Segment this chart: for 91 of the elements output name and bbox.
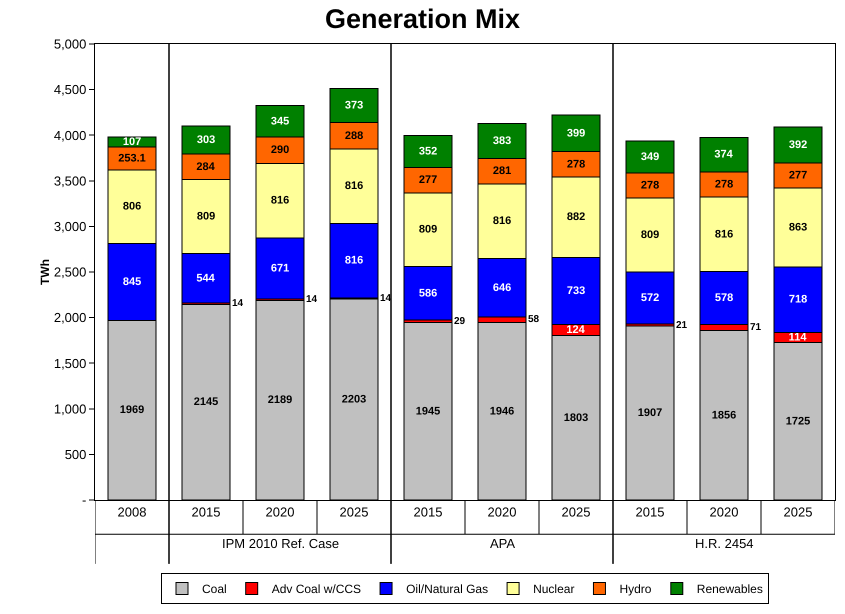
text: APA [490,536,516,551]
data-label: 277 [418,174,438,186]
legend-label: Adv Coal w/CCS [272,582,362,596]
x-tick-label: 2008 [118,504,146,520]
data-label: 349 [640,150,660,163]
data-label: 352 [418,145,438,158]
y-tick-label: 5,000 [54,36,86,52]
legend-label: Renewables [696,582,763,596]
data-label: 572 [640,292,660,304]
data-label: 14 [232,298,244,309]
data-label: 816 [270,194,290,207]
data-label: 718 [788,294,808,306]
data-label: 284 [196,160,216,173]
data-label: 1725 [786,415,810,428]
x-tick-label: 2015 [636,504,664,520]
y-tick-label: 2,500 [54,264,86,280]
data-label: 816 [492,215,512,228]
data-label: 1907 [638,407,662,420]
x-tick-label: 2020 [488,504,516,520]
data-label: 288 [344,130,364,142]
y-axis-title: TWh [38,259,52,285]
data-label: 114 [788,331,808,344]
data-label: 578 [714,292,734,304]
data-label: 2145 [194,396,218,408]
data-label: 303 [196,134,216,146]
y-tick-label: 4,500 [54,82,86,98]
data-label: 374 [714,148,734,161]
y-tick-label: 1,500 [54,356,86,371]
data-label: 290 [270,144,290,156]
x-tick-label: 2015 [192,504,220,520]
y-tick-label: 4,000 [54,128,86,143]
data-label: 2189 [268,394,292,406]
data-label: 58 [528,314,540,325]
x-tick-label: 2020 [710,504,738,520]
data-label: 14 [306,294,318,305]
y-tick-label: 1,000 [54,401,86,416]
legend-label: Oil/Natural Gas [406,582,488,596]
data-label: 29 [454,316,466,327]
data-label: 671 [270,262,290,274]
data-label: 373 [344,100,364,112]
data-label: 816 [714,228,734,240]
data-label: 544 [196,272,216,284]
data-label: 809 [418,224,438,236]
data-label: 882 [566,211,586,224]
y-tick-label: 3,500 [54,173,86,188]
data-label: 278 [714,178,734,190]
data-label: 383 [492,134,512,147]
y-tick-label: - [82,492,86,508]
data-label: 278 [566,158,586,170]
data-label: 586 [418,287,438,300]
data-label: 816 [344,254,364,267]
text: IPM 2010 Ref. Case [222,536,340,551]
data-label: 14 [380,293,392,304]
x-tick-label: 2025 [562,504,590,520]
data-label: 278 [640,180,660,192]
x-tick-label: 2020 [266,504,294,520]
data-label: 1856 [712,409,736,422]
data-label: 399 [566,127,586,140]
data-label: 1945 [416,405,440,418]
data-label: 816 [344,180,364,192]
data-label: 863 [788,221,808,234]
data-label: 21 [676,320,688,331]
legend-label: Nuclear [533,582,574,596]
data-label: 1969 [120,404,144,416]
data-label: 1946 [490,405,514,418]
legend-label: Coal [202,582,227,596]
data-label: 806 [122,200,142,213]
data-label: 124 [566,324,586,336]
data-label: 345 [270,115,290,128]
y-tick-label: 2,000 [54,310,86,326]
data-label: 646 [492,282,512,294]
data-label: 809 [640,229,660,242]
y-tick-label: 3,000 [54,218,86,234]
data-label: 71 [750,322,762,333]
legend-label: Hydro [619,582,652,596]
x-tick-label: 2025 [784,504,812,520]
x-tick-label: 2015 [414,504,442,520]
data-label: 809 [196,210,216,223]
chart-title: Generation Mix [324,4,520,34]
data-label: 845 [122,276,142,288]
data-label: 253.1 [118,152,146,164]
data-label: 2203 [342,394,366,406]
data-label: 392 [788,138,808,151]
data-label: 281 [492,165,512,178]
y-tick-label: 500 [64,446,86,462]
x-tick-label: 2025 [340,504,368,520]
data-label: 733 [566,284,586,297]
data-label: 1803 [564,412,588,424]
data-label: 277 [788,169,808,182]
text: H.R. 2454 [695,536,754,551]
data-label: 107 [122,136,142,148]
